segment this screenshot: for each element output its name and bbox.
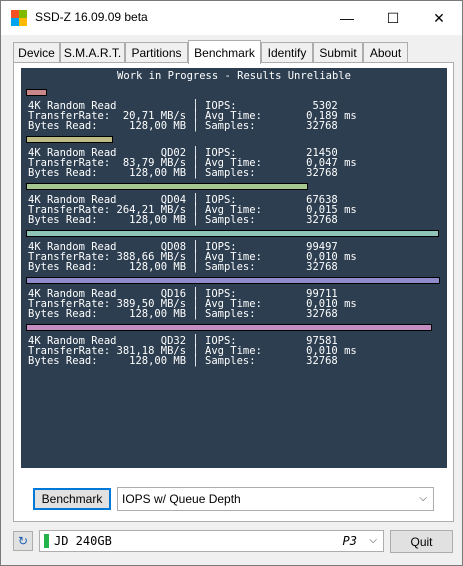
result-line: 4K Random Read QD02 │ IOPS: 21450 — [28, 147, 338, 159]
result-line: Bytes Read: 128,00 MB │ Samples: 32768 — [28, 167, 338, 179]
tab-partitions[interactable]: Partitions — [125, 42, 188, 62]
result-bar — [26, 230, 439, 237]
result-bar — [26, 183, 308, 190]
result-block: 4K Random Read QD16 │ IOPS: 99711 Transfe… — [21, 277, 447, 322]
maximize-icon: ☐ — [386, 9, 400, 26]
result-block: 4K Random Read │ IOPS: 5302 TransferRate:… — [21, 89, 447, 134]
drive-select[interactable]: JD 240GB P3 ⌵ — [39, 530, 384, 552]
result-line: 4K Random Read QD08 │ IOPS: 99497 — [28, 241, 338, 253]
result-line: Bytes Read: 128,00 MB │ Samples: 32768 — [28, 355, 338, 367]
drive-slot: P3 — [342, 534, 357, 548]
result-line: TransferRate: 264,21 MB/s │ Avg Time: 0,… — [28, 204, 357, 216]
minimize-icon: — — [340, 10, 354, 26]
mode-select-value: IOPS w/ Queue Depth — [122, 492, 241, 506]
tab-identify[interactable]: Identify — [261, 42, 313, 62]
benchmark-button[interactable]: Benchmark — [33, 488, 111, 510]
result-line: 4K Random Read QD16 │ IOPS: 99711 — [28, 288, 338, 300]
minimize-button[interactable]: — — [324, 1, 370, 35]
result-block: 4K Random Read QD02 │ IOPS: 21450 Transfe… — [21, 136, 447, 181]
result-line: TransferRate: 83,79 MB/s │ Avg Time: 0,0… — [28, 157, 357, 169]
result-line: Bytes Read: 128,00 MB │ Samples: 32768 — [28, 214, 338, 226]
result-line: Bytes Read: 128,00 MB │ Samples: 32768 — [28, 120, 338, 132]
title-bar: SSD-Z 16.09.09 beta — ☐ ✕ — [1, 1, 462, 35]
close-button[interactable]: ✕ — [416, 1, 462, 35]
tab-benchmark[interactable]: Benchmark — [188, 40, 261, 64]
result-block: 4K Random Read QD32 │ IOPS: 97581 Transfe… — [21, 324, 447, 369]
result-line: 4K Random Read QD04 │ IOPS: 67638 — [28, 194, 338, 206]
chevron-down-icon: ⌵ — [369, 535, 377, 546]
result-line: TransferRate: 20,71 MB/s │ Avg Time: 0,1… — [28, 110, 357, 122]
drive-status-indicator — [44, 534, 49, 548]
tab-submit[interactable]: Submit — [313, 42, 363, 62]
result-block: 4K Random Read QD04 │ IOPS: 67638 Transfe… — [21, 183, 447, 228]
result-line: 4K Random Read QD32 │ IOPS: 97581 — [28, 335, 338, 347]
result-line: TransferRate: 388,66 MB/s │ Avg Time: 0,… — [28, 251, 357, 263]
result-line: Bytes Read: 128,00 MB │ Samples: 32768 — [28, 308, 338, 320]
drive-name: JD 240GB — [54, 534, 112, 548]
result-line: Bytes Read: 128,00 MB │ Samples: 32768 — [28, 261, 338, 273]
result-line: TransferRate: 381,18 MB/s │ Avg Time: 0,… — [28, 345, 357, 357]
mode-select[interactable]: IOPS w/ Queue Depth ⌵ — [117, 487, 434, 511]
result-bar — [26, 324, 432, 331]
result-bar — [26, 277, 440, 284]
result-bar — [26, 136, 113, 143]
result-block: 4K Random Read QD08 │ IOPS: 99497 Transfe… — [21, 230, 447, 275]
result-bar — [26, 89, 47, 96]
refresh-button[interactable]: ↻ — [13, 531, 33, 551]
result-line: TransferRate: 389,50 MB/s │ Avg Time: 0,… — [28, 298, 357, 310]
quit-button[interactable]: Quit — [390, 530, 453, 553]
tab-device[interactable]: Device — [13, 42, 60, 62]
result-line: 4K Random Read │ IOPS: 5302 — [28, 100, 338, 112]
close-icon: ✕ — [433, 9, 445, 26]
benchmark-panel: Work in Progress - Results Unreliable 4K… — [13, 62, 454, 522]
refresh-icon: ↻ — [17, 534, 29, 548]
tab-smart[interactable]: S.M.A.R.T. — [60, 42, 125, 62]
results-console: Work in Progress - Results Unreliable 4K… — [21, 68, 447, 468]
chevron-down-icon: ⌵ — [419, 493, 427, 504]
console-heading: Work in Progress - Results Unreliable — [117, 70, 351, 82]
tab-about[interactable]: About — [363, 42, 408, 62]
maximize-button[interactable]: ☐ — [370, 1, 416, 35]
app-logo-icon — [11, 10, 27, 26]
window-title: SSD-Z 16.09.09 beta — [35, 10, 148, 24]
